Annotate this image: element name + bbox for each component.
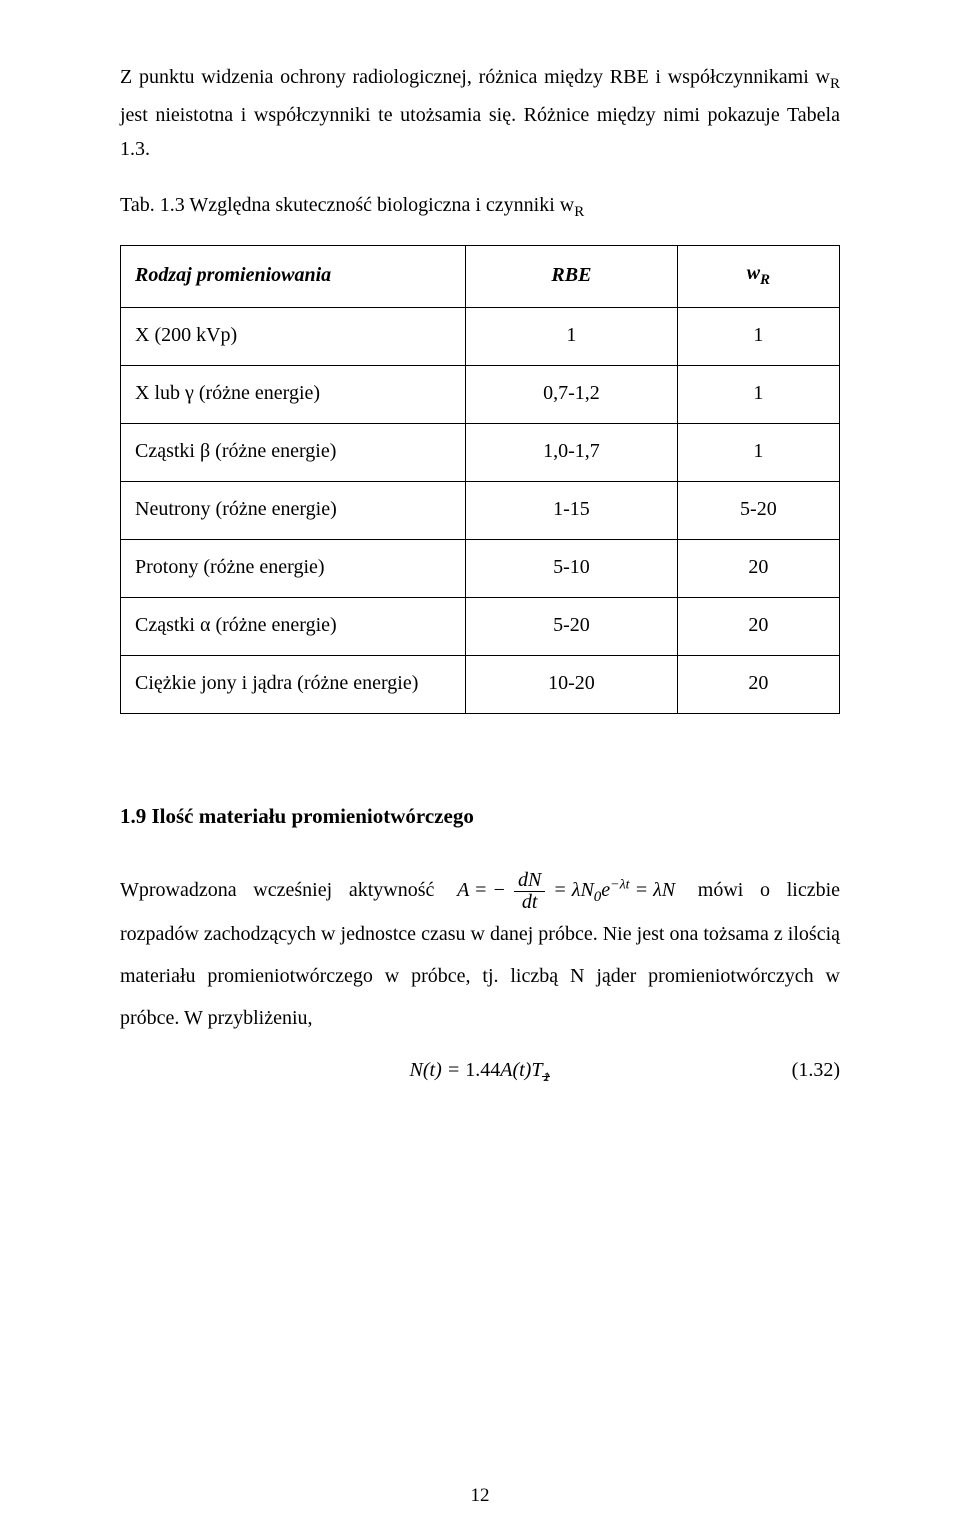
row-wr: 1: [677, 423, 839, 481]
col-header-rbe: RBE: [466, 245, 678, 307]
row-wr: 20: [677, 655, 839, 713]
table-row: Neutrony (różne energie) 1-15 5-20: [121, 481, 840, 539]
rbe-table: Rodzaj promieniowania RBE wR X (200 kVp)…: [120, 245, 840, 714]
page-number: 12: [0, 1485, 960, 1507]
row-label: Ciężkie jony i jądra (różne energie): [121, 655, 466, 713]
col-header-wr: wR: [677, 245, 839, 307]
col-header-rodzaj: Rodzaj promieniowania: [121, 245, 466, 307]
row-rbe: 5-20: [466, 597, 678, 655]
table-row: Protony (różne energie) 5-10 20: [121, 539, 840, 597]
equation-number: (1.32): [792, 1059, 840, 1082]
row-label: X lub γ (różne energie): [121, 365, 466, 423]
row-label: X (200 kVp): [121, 307, 466, 365]
row-label: Protony (różne energie): [121, 539, 466, 597]
table-row: X (200 kVp) 1 1: [121, 307, 840, 365]
row-wr: 20: [677, 597, 839, 655]
row-rbe: 0,7-1,2: [466, 365, 678, 423]
section-title: 1.9 Ilość materiału promieniotwórczego: [120, 804, 840, 829]
row-rbe: 10-20: [466, 655, 678, 713]
row-wr: 5-20: [677, 481, 839, 539]
row-rbe: 5-10: [466, 539, 678, 597]
intro-paragraph: Z punktu widzenia ochrony radiologicznej…: [120, 60, 840, 166]
row-wr: 1: [677, 365, 839, 423]
row-rbe: 1,0-1,7: [466, 423, 678, 481]
row-rbe: 1: [466, 307, 678, 365]
table-row: Cząstki β (różne energie) 1,0-1,7 1: [121, 423, 840, 481]
activity-formula: A = − dN dt = λN0e−λt = λN: [457, 869, 675, 914]
row-label: Cząstki α (różne energie): [121, 597, 466, 655]
table-row: X lub γ (różne energie) 0,7-1,2 1: [121, 365, 840, 423]
row-wr: 20: [677, 539, 839, 597]
table-row: Cząstki α (różne energie) 5-20 20: [121, 597, 840, 655]
page: Z punktu widzenia ochrony radiologicznej…: [0, 0, 960, 1537]
activity-paragraph: Wprowadzona wcześniej aktywność A = − dN…: [120, 869, 840, 1040]
table-row: Ciężkie jony i jądra (różne energie) 10-…: [121, 655, 840, 713]
para-text-before: Wprowadzona wcześniej aktywność: [120, 879, 451, 901]
table-header-row: Rodzaj promieniowania RBE wR: [121, 245, 840, 307]
equation-row: N(t) = 1.44A(t)T12 (1.32): [120, 1059, 840, 1082]
row-label: Cząstki β (różne energie): [121, 423, 466, 481]
row-label: Neutrony (różne energie): [121, 481, 466, 539]
equation-body: N(t) = 1.44A(t)T12: [410, 1059, 551, 1082]
row-rbe: 1-15: [466, 481, 678, 539]
table-caption: Tab. 1.3 Względna skuteczność biologiczn…: [120, 194, 840, 221]
row-wr: 1: [677, 307, 839, 365]
